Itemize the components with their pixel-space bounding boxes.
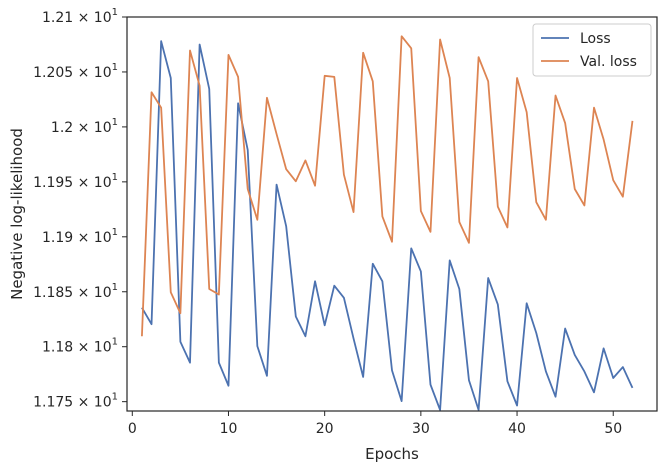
y-tick-label: 1.2 × 101 — [51, 117, 118, 136]
legend-label-loss: Loss — [580, 31, 611, 47]
y-tick-label: 1.21 × 101 — [42, 7, 118, 26]
x-tick-label: 30 — [412, 421, 430, 437]
x-axis: 0 10 20 30 40 50 — [128, 411, 622, 437]
x-tick-label: 50 — [604, 421, 622, 437]
x-tick-label: 20 — [316, 421, 334, 437]
x-tick-label: 40 — [508, 421, 526, 437]
x-tick-label: 0 — [128, 421, 137, 437]
y-tick-label: 1.18 × 101 — [42, 337, 118, 356]
y-tick-label: 1.19 × 101 — [42, 227, 118, 246]
axes-frame — [126, 16, 658, 412]
y-tick-label: 1.185 × 101 — [33, 282, 118, 301]
y-axis-title: Negative log-likelihood — [8, 128, 26, 300]
y-axis: 1.175 × 101 1.18 × 101 1.185 × 101 1.19 × 1… — [33, 7, 127, 411]
y-tick-label: 1.195 × 101 — [33, 172, 118, 191]
legend-label-val-loss: Val. loss — [580, 54, 637, 70]
plot-area — [141, 35, 634, 411]
legend: Loss Val. loss — [532, 23, 652, 77]
y-tick-label: 1.175 × 101 — [33, 392, 118, 411]
legend-box — [532, 23, 652, 77]
y-tick-label: 1.205 × 101 — [33, 62, 118, 81]
series-line-val-loss — [141, 35, 634, 337]
x-axis-title: Epochs — [365, 445, 419, 463]
series-line-loss — [141, 40, 634, 411]
x-tick-label: 10 — [220, 421, 238, 437]
